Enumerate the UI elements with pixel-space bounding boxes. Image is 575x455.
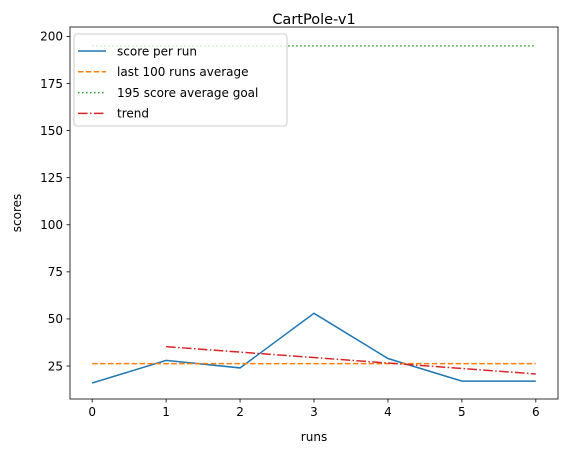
y-tick-label: 200 (40, 30, 63, 44)
x-tick-label: 3 (310, 405, 318, 419)
x-axis: 0 1 2 3 4 5 6 (88, 399, 540, 419)
y-tick-label: 25 (48, 359, 63, 373)
series-line-1 (91, 312, 536, 384)
legend-label-2: last 100 runs average (117, 65, 249, 79)
y-tick-label: 150 (40, 124, 63, 138)
legend-label-1: score per run (117, 44, 197, 58)
x-axis-label: runs (301, 430, 327, 444)
legend-label-4: trend (117, 107, 149, 121)
y-axis: 25 50 75 100 125 150 175 200 (40, 30, 70, 373)
legend: score per run last 100 runs average 195 sc… (73, 33, 288, 127)
y-tick-label: 175 (40, 77, 63, 91)
y-tick-label: 100 (40, 218, 63, 232)
y-tick-label: 50 (48, 312, 63, 326)
y-tick-label: 125 (40, 171, 63, 185)
x-tick-label: 2 (236, 405, 244, 419)
plot-lines (91, 45, 536, 384)
x-tick-label: 6 (532, 405, 540, 419)
x-tick-label: 0 (88, 405, 96, 419)
legend-box (73, 33, 288, 127)
legend-label-3: 195 score average goal (117, 86, 258, 100)
series-line-4 (166, 345, 536, 375)
x-tick-label: 5 (458, 405, 466, 419)
x-tick-label: 1 (162, 405, 170, 419)
y-tick-label: 75 (48, 265, 63, 279)
y-axis-label: scores (10, 194, 24, 233)
chart-title: CartPole-v1 (272, 12, 355, 28)
x-tick-label: 4 (384, 405, 392, 419)
